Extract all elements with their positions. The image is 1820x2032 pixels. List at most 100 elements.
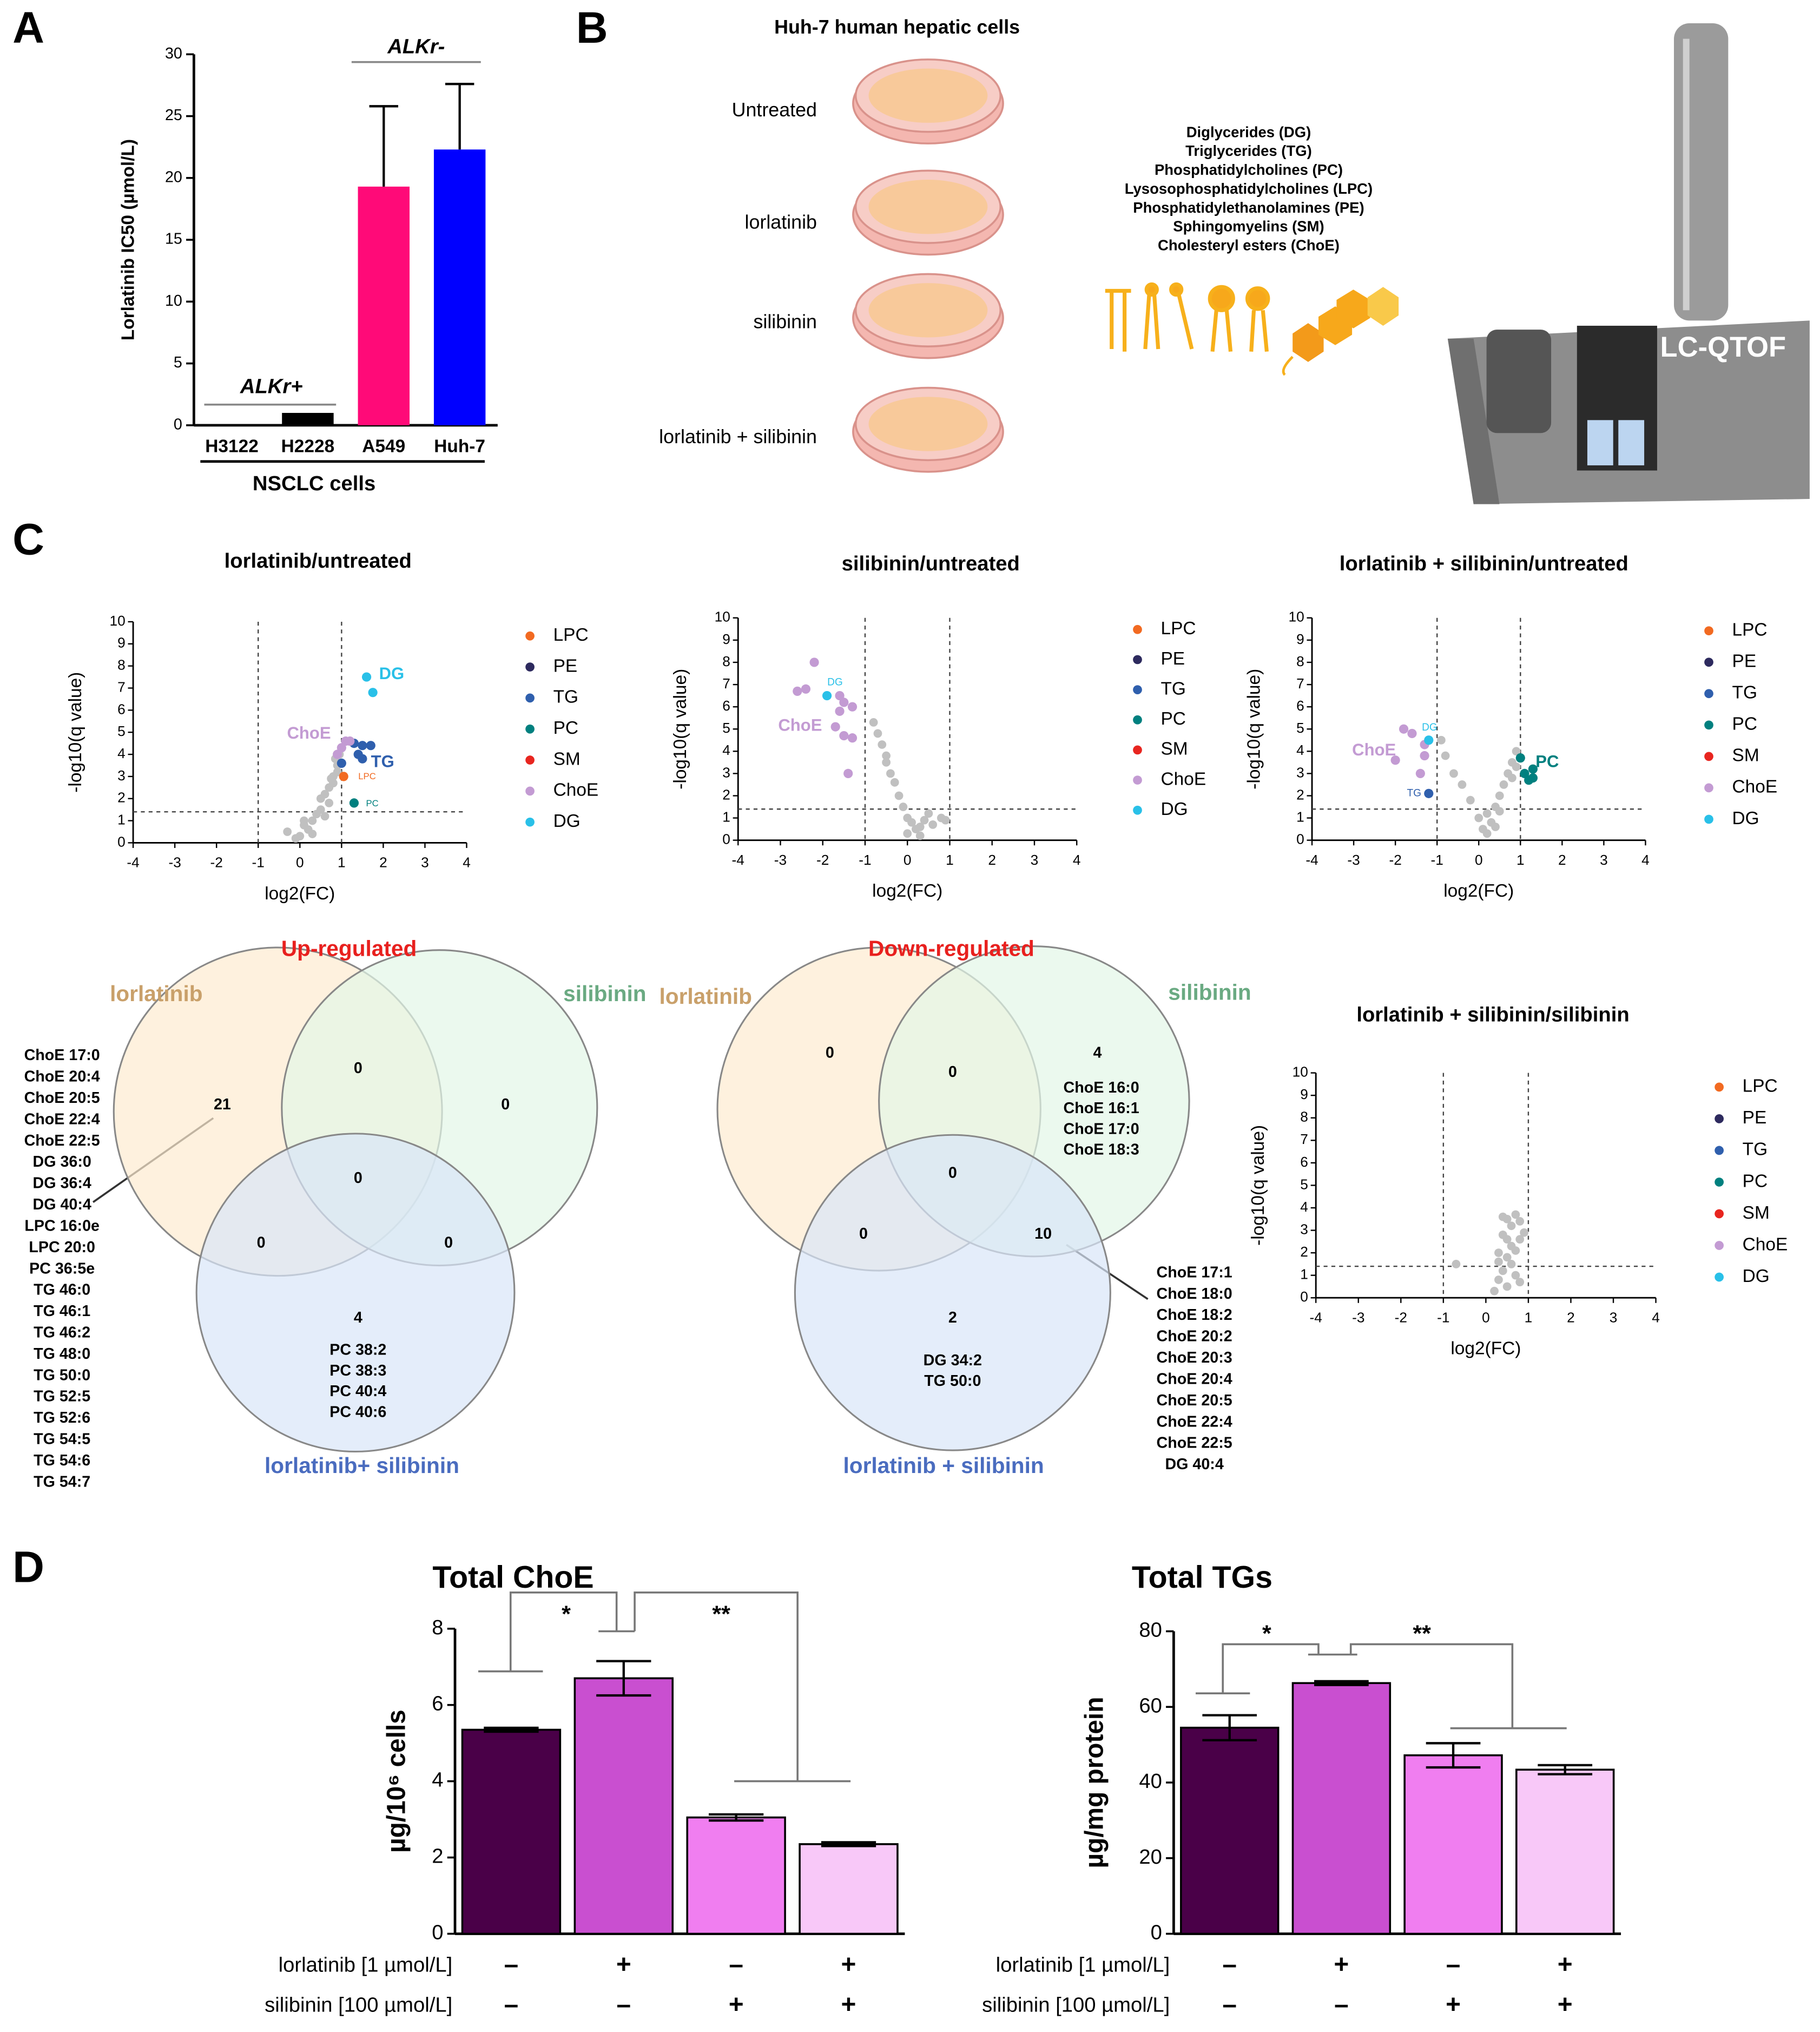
point [839, 698, 849, 707]
point [361, 672, 372, 682]
annotation: ALKr- [387, 35, 445, 58]
y-tick-label: 3 [117, 767, 126, 784]
point [333, 749, 342, 759]
legend-marker [1715, 1114, 1724, 1123]
point [1437, 735, 1446, 745]
instrument-label: LC-QTOF [1660, 331, 1786, 363]
y-tick-label: 6 [1300, 1154, 1308, 1170]
point [1399, 724, 1409, 734]
y-tick-label: 10 [110, 613, 126, 629]
point [924, 809, 933, 818]
point [1512, 747, 1521, 756]
venn-count: 4 [354, 1309, 362, 1326]
legend-marker [1133, 805, 1142, 815]
bar [799, 1843, 899, 1935]
venn-count: 0 [948, 1164, 957, 1181]
chart-title: lorlatinib/untreated [225, 549, 412, 573]
point [1498, 1212, 1507, 1221]
venn-label: lorlatinib + silibinin [843, 1453, 1044, 1478]
venn-list-item: DG 36:0 [33, 1153, 91, 1170]
point [1507, 1260, 1516, 1268]
y-tick-label: 1 [1300, 1266, 1308, 1283]
annotation: ** [712, 1601, 730, 1627]
point [327, 774, 335, 783]
legend-marker [525, 631, 535, 641]
point [839, 731, 849, 741]
venn-list-item: TG 46:2 [34, 1324, 90, 1341]
x-tick-label: Huh-7 [434, 436, 485, 456]
legend-label: SM [553, 749, 581, 769]
point [1420, 751, 1429, 761]
x-tick-label: -2 [210, 854, 223, 871]
legend-marker [525, 662, 535, 672]
row-mark: + [616, 1950, 631, 1979]
point [358, 741, 367, 751]
venn-list-item: TG 48:0 [34, 1345, 90, 1363]
point [1498, 1266, 1507, 1275]
y-tick-label: 9 [1300, 1086, 1308, 1102]
chart-title: lorlatinib + silibinin/untreated [1340, 552, 1628, 575]
point [1491, 823, 1500, 831]
legend-label: ChoE [1161, 769, 1206, 789]
x-tick-label: 2 [1567, 1309, 1575, 1325]
legend-marker [1704, 689, 1713, 699]
point [899, 803, 908, 811]
row-mark: + [729, 1990, 744, 2019]
venn-list-item: DG 40:4 [1165, 1456, 1223, 1473]
x-tick-label: 1 [1525, 1309, 1533, 1325]
x-tick-label: 0 [1482, 1309, 1490, 1325]
point [1511, 1210, 1520, 1219]
row-label: silibinin [100 µmol/L] [265, 1993, 452, 2016]
x-tick-label: 0 [296, 854, 304, 871]
point [368, 688, 378, 698]
legend-marker [1133, 685, 1142, 694]
point [1520, 1228, 1528, 1237]
legend-marker [1704, 626, 1713, 636]
y-tick-label: 0 [1296, 831, 1304, 847]
annotation: DG [1422, 722, 1437, 733]
point [886, 769, 895, 778]
y-axis-label: Lorlatinib IC50 (µmol/L) [118, 139, 139, 340]
y-tick-label: 15 [165, 231, 182, 248]
point [1502, 1282, 1512, 1291]
annotation: ALKr+ [240, 375, 303, 398]
point [1511, 1246, 1520, 1255]
venn-label: silibinin [563, 981, 646, 1006]
venn-list-item: ChoE 22:4 [24, 1110, 100, 1128]
legend-marker [1133, 745, 1142, 755]
x-tick-label: 3 [1610, 1309, 1618, 1325]
y-tick-label: 0 [117, 833, 126, 850]
venn-list-item: ChoE 20:5 [1157, 1392, 1232, 1409]
venn-count: 10 [1034, 1225, 1052, 1242]
point [809, 657, 819, 667]
y-tick-label: 0 [432, 1921, 443, 1944]
legend-marker [1715, 1241, 1724, 1250]
x-tick-label: 3 [1600, 852, 1608, 868]
lipid-icons [1105, 282, 1399, 376]
x-tick-label: 4 [1073, 852, 1081, 868]
legend-label: DG [1161, 799, 1188, 819]
y-tick-label: 6 [722, 698, 730, 714]
venn-circle [794, 1134, 1111, 1451]
panel-label: B [576, 3, 608, 52]
y-tick-label: 7 [117, 679, 126, 695]
chart-title: lorlatinib + silibinin/silibinin [1356, 1003, 1629, 1027]
venn-list-item: LPC 16:0e [24, 1217, 100, 1234]
point [308, 816, 317, 825]
y-tick-label: 6 [117, 701, 126, 717]
bar [573, 1677, 674, 1935]
legend-marker [525, 817, 535, 827]
venn-list-item: ChoE 20:4 [1157, 1370, 1232, 1387]
legend-label: LPC [1743, 1076, 1778, 1096]
venn-list-item: ChoE 18:0 [1157, 1285, 1232, 1303]
point [903, 829, 912, 838]
y-tick-label: 1 [117, 812, 126, 828]
legend-label: DG [553, 811, 581, 831]
panel-label: C [12, 515, 44, 564]
point [333, 767, 342, 777]
row-label: lorlatinib [1 µmol/L] [996, 1953, 1170, 1976]
panel-label: D [12, 1543, 44, 1592]
x-tick-label: 4 [463, 854, 471, 871]
venn-list-item: ChoE 22:4 [1157, 1413, 1232, 1430]
point [1512, 762, 1521, 771]
